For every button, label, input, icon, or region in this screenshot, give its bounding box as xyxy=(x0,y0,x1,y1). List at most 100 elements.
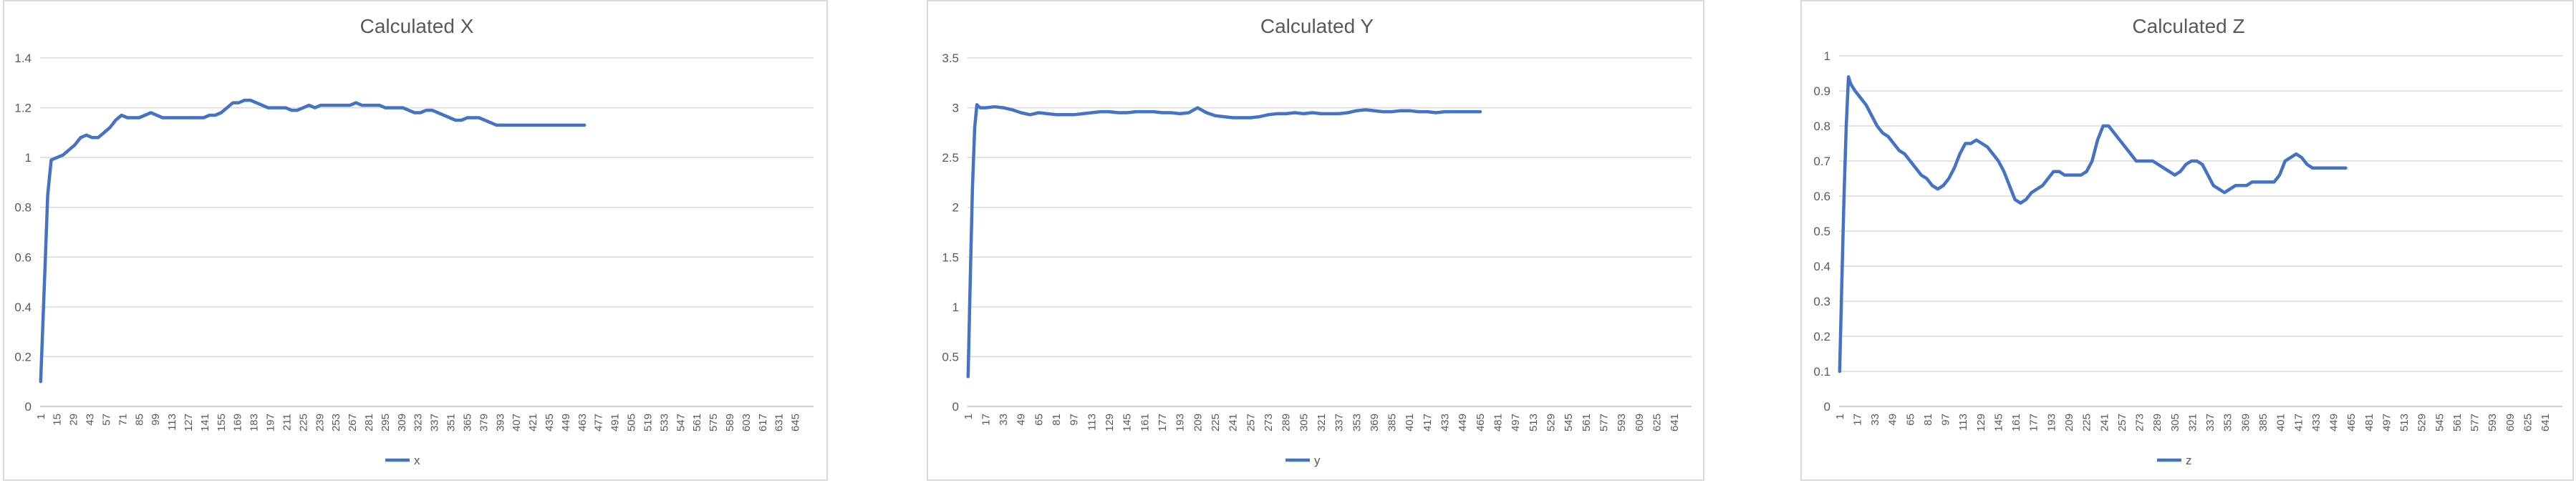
chart-y-svg: Calculated Y 0 0.5 1 1.5 2 2.5 3 3.5 1 17 33 49 65 81 9… xyxy=(942,15,1692,467)
x-tick-label: 225 xyxy=(2081,414,2093,431)
x-tick-label: 463 xyxy=(577,414,589,431)
x-tick-label: 401 xyxy=(1404,414,1416,431)
x-tick-label: 1 xyxy=(963,414,975,419)
x-tick-label: 641 xyxy=(1669,414,1681,431)
x-tick-label: 257 xyxy=(1245,414,1257,431)
x-tick-label: 435 xyxy=(544,414,556,431)
y-tick-label: 0.3 xyxy=(1813,295,1830,308)
chart-title: Calculated Y xyxy=(1260,15,1374,37)
x-tick-label: 561 xyxy=(1581,414,1593,431)
chart-z-svg: Calculated Z 0 0.1 0.2 0.3 0.4 0.5 0.6 0.7 0.8 0.9… xyxy=(1813,15,2562,467)
x-tick-label: 113 xyxy=(1957,414,1969,431)
y-tick-label: 1.4 xyxy=(14,52,32,65)
x-tick-label: 449 xyxy=(1457,414,1469,431)
y-tick-label: 1.5 xyxy=(942,250,959,264)
x-tick-label: 17 xyxy=(1851,414,1863,426)
chart-title: Calculated X xyxy=(360,15,474,37)
legend-label: z xyxy=(2186,454,2192,467)
x-tick-label: 81 xyxy=(1922,414,1934,426)
x-tick-label: 323 xyxy=(413,414,425,431)
x-tick-label: 15 xyxy=(52,414,64,426)
x-tick-label: 497 xyxy=(1510,414,1522,431)
x-tick-label: 33 xyxy=(998,414,1010,426)
series-line-y xyxy=(966,103,1482,379)
x-tick-label: 65 xyxy=(1904,414,1916,426)
y-tick-label: 0.7 xyxy=(1813,155,1830,168)
x-tick-label: 545 xyxy=(1563,414,1575,431)
x-tick-label: 379 xyxy=(478,414,490,431)
y-tick-label: 1 xyxy=(25,151,32,165)
x-tick-label: 421 xyxy=(527,414,539,431)
y-tick-label: 0 xyxy=(952,400,959,414)
series-line-z xyxy=(1838,75,2348,374)
x-tick-label: 365 xyxy=(461,414,473,431)
x-tick-label: 113 xyxy=(166,414,178,431)
legend-label: x xyxy=(414,454,420,467)
x-tick-label: 625 xyxy=(1651,414,1663,431)
x-tick-label: 183 xyxy=(249,414,261,431)
x-tick-label: 161 xyxy=(1139,414,1151,431)
x-tick-label: 193 xyxy=(2045,414,2058,431)
x-tick-label: 305 xyxy=(2169,414,2181,431)
x-tick-label: 603 xyxy=(741,414,753,431)
x-tick-label: 353 xyxy=(2222,414,2234,431)
x-tick-label: 209 xyxy=(1192,414,1204,431)
x-tick-label: 609 xyxy=(2504,414,2517,431)
x-tick-label: 625 xyxy=(2522,414,2534,431)
x-tick-label: 481 xyxy=(2363,414,2375,431)
chart-title: Calculated Z xyxy=(2132,15,2244,37)
x-tick-label: 491 xyxy=(609,414,622,431)
x-tick-label: 193 xyxy=(1174,414,1187,431)
x-tick-label: 401 xyxy=(2275,414,2287,431)
y-tick-label: 0.9 xyxy=(1813,84,1830,98)
x-tick-label: 141 xyxy=(199,414,211,431)
x-tick-label: 197 xyxy=(265,414,277,431)
x-tick-label: 477 xyxy=(593,414,605,431)
y-tick-label: 0.5 xyxy=(1813,225,1830,238)
y-tick-label: 1.2 xyxy=(14,102,32,115)
x-tick-label: 129 xyxy=(1975,414,1987,431)
x-tick-label: 593 xyxy=(1616,414,1628,431)
x-tick-label: 577 xyxy=(1598,414,1610,431)
x-tick-label: 529 xyxy=(2416,414,2428,431)
x-tick-label: 351 xyxy=(445,414,458,431)
y-tick-label: 2.5 xyxy=(942,151,959,165)
x-tick-label: 641 xyxy=(2539,414,2552,431)
x-tick-label: 561 xyxy=(2451,414,2464,431)
x-tick-label: 497 xyxy=(2380,414,2393,431)
x-tick-label: 645 xyxy=(790,414,802,431)
x-tick-label: 407 xyxy=(511,414,523,431)
x-tick-label: 145 xyxy=(1992,414,2005,431)
x-tick-label: 71 xyxy=(117,414,129,426)
x-tick-label: 49 xyxy=(1016,414,1028,426)
x-tick-label: 65 xyxy=(1033,414,1045,426)
x-tick-label: 575 xyxy=(708,414,720,431)
x-tick-label: 155 xyxy=(216,414,228,431)
y-tick-label: 1 xyxy=(952,301,959,314)
x-tick-label: 465 xyxy=(1475,414,1487,431)
legend-label: y xyxy=(1314,454,1321,467)
x-tick-label: 241 xyxy=(2098,414,2111,431)
x-tick-label: 273 xyxy=(2134,414,2146,431)
y-tick-label: 2 xyxy=(952,201,959,215)
x-tick-label: 417 xyxy=(2292,414,2305,431)
x-tick-label: 99 xyxy=(150,414,162,426)
x-tick-label: 1 xyxy=(1834,414,1846,419)
x-tick-label: 43 xyxy=(85,414,97,426)
x-tick-label: 127 xyxy=(183,414,195,431)
y-tick-label: 0.4 xyxy=(1813,260,1830,273)
x-tick-label: 385 xyxy=(1386,414,1399,431)
x-tick-label: 177 xyxy=(1157,414,1169,431)
x-tick-label: 57 xyxy=(100,414,112,426)
x-tick-label: 519 xyxy=(642,414,654,431)
x-tick-label: 465 xyxy=(2345,414,2358,431)
x-tick-label: 81 xyxy=(1051,414,1063,426)
x-tick-label: 609 xyxy=(1634,414,1646,431)
x-tick-label: 289 xyxy=(1280,414,1293,431)
y-tick-label: 0 xyxy=(25,400,32,414)
x-tick-label: 449 xyxy=(2328,414,2340,431)
x-tick-label: 337 xyxy=(2204,414,2216,431)
x-tick-label: 321 xyxy=(1316,414,1328,431)
chart-panel-x: Calculated X 0 0.2 0.4 0.6 0.8 1 1.2 1.4 1 15 29 43 5… xyxy=(3,0,828,481)
x-tick-label: 533 xyxy=(658,414,670,431)
